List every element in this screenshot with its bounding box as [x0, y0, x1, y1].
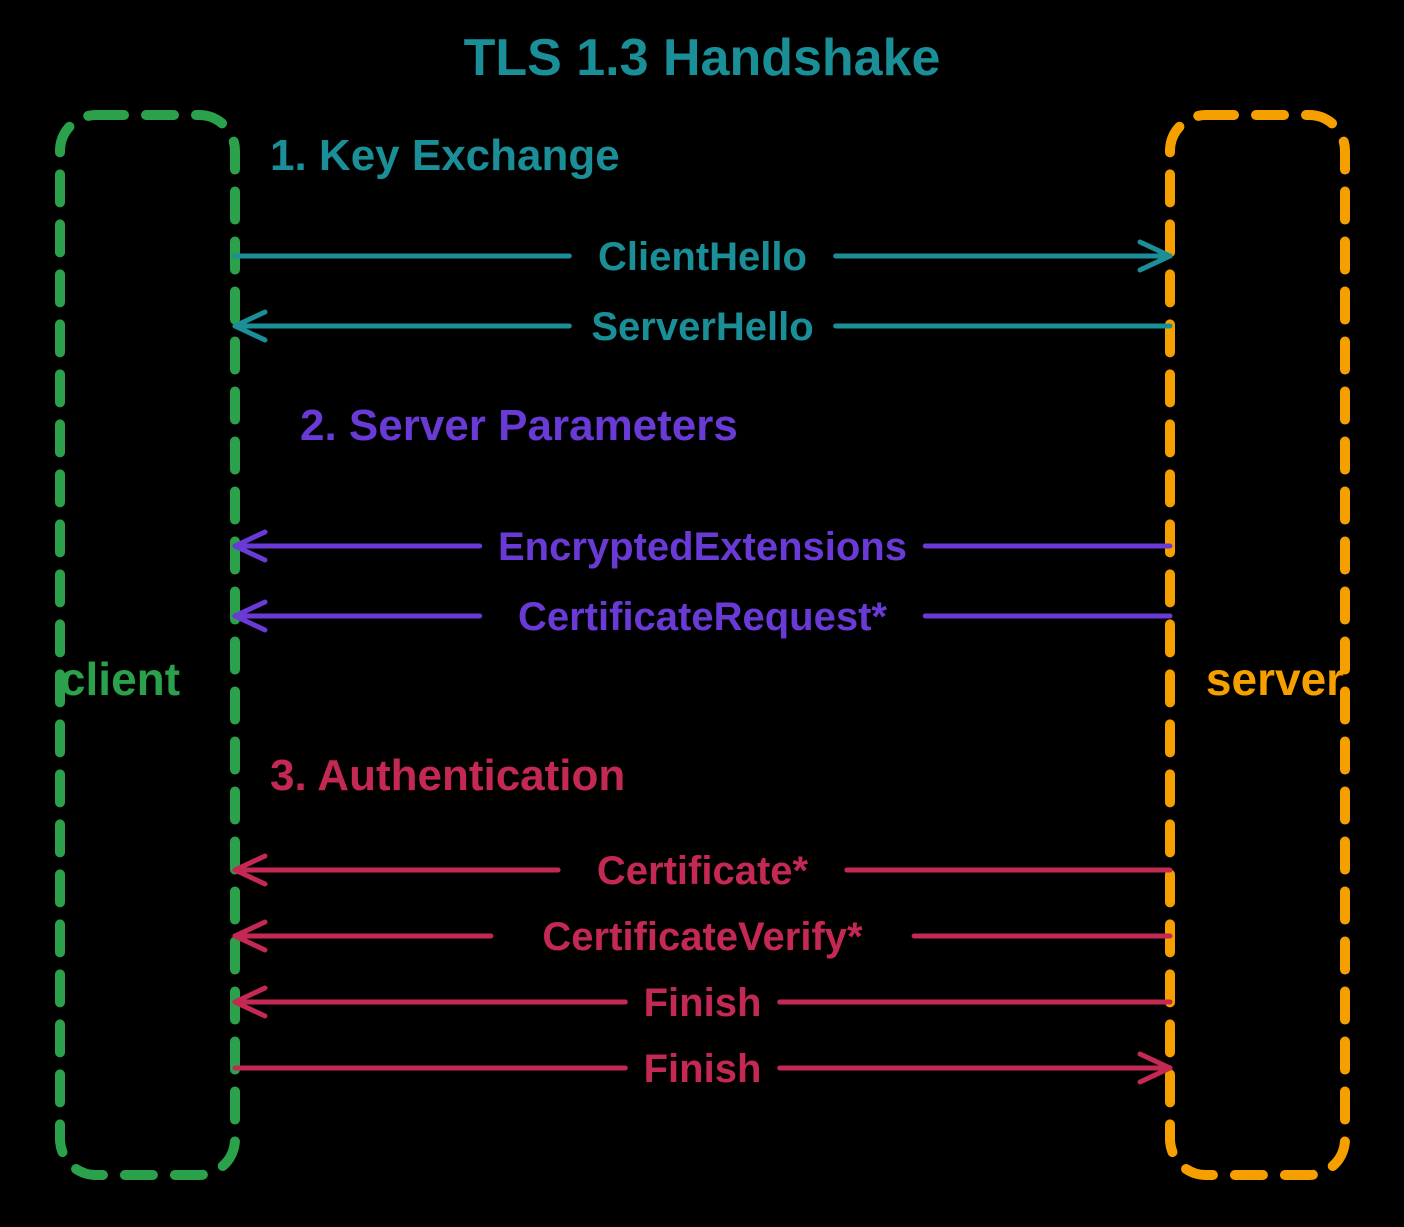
message-label: Finish	[644, 981, 762, 1025]
message-label: Finish	[644, 1047, 762, 1091]
message-label: ServerHello	[591, 305, 813, 349]
client-label: client	[60, 653, 180, 705]
message-label: ClientHello	[598, 235, 807, 279]
diagram-title: TLS 1.3 Handshake	[464, 29, 941, 87]
message-label: CertificateRequest*	[518, 595, 887, 639]
server-label: server	[1206, 653, 1344, 705]
message-label: CertificateVerify*	[542, 915, 863, 959]
phase-heading-key-exchange: 1. Key Exchange	[270, 131, 620, 180]
phase-heading-server-params: 2. Server Parameters	[300, 401, 738, 450]
phase-heading-authentication: 3. Authentication	[270, 751, 625, 800]
message-label: Certificate*	[597, 849, 809, 893]
message-label: EncryptedExtensions	[498, 525, 907, 569]
